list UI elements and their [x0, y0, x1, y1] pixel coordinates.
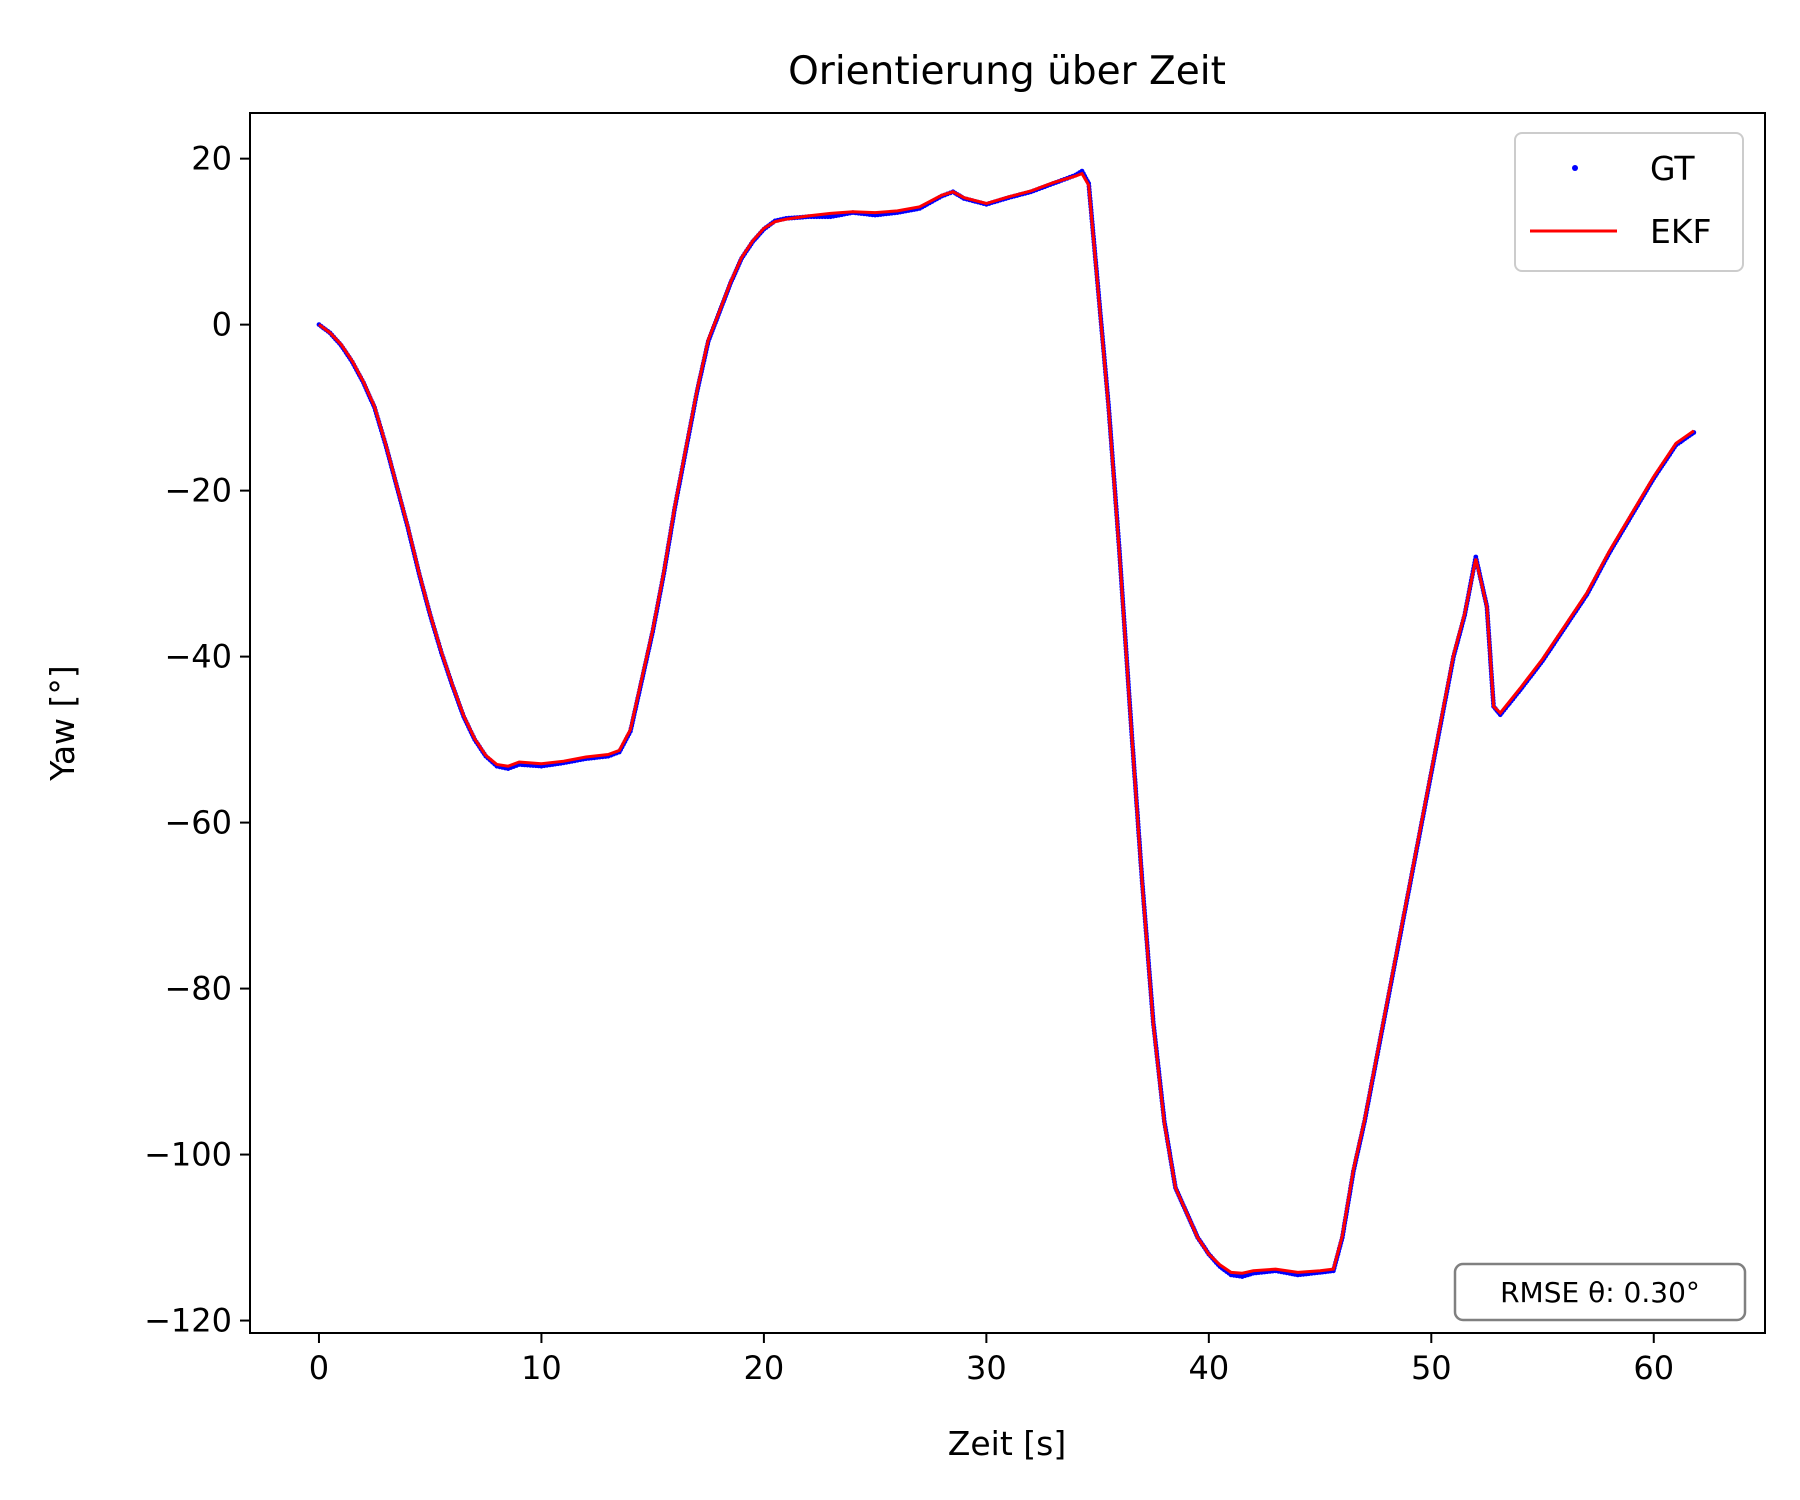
- y-tick-label: −80: [164, 970, 232, 1008]
- series-ekf: [318, 171, 1695, 1275]
- rmse-text: RMSE θ: 0.30°: [1500, 1276, 1700, 1309]
- y-axis-label: Yaw [°]: [43, 665, 82, 782]
- x-tick-label: 10: [521, 1349, 562, 1387]
- x-axis-label: Zeit [s]: [948, 1424, 1066, 1463]
- plot-frame: [249, 112, 1766, 1334]
- legend: GT EKF: [1514, 132, 1744, 272]
- legend-gt-label: GT: [1650, 149, 1695, 188]
- legend-gt-marker: [1572, 165, 1578, 171]
- x-tick-label: 60: [1633, 1349, 1674, 1387]
- x-tick-label: 20: [744, 1349, 785, 1387]
- legend-box: [1514, 132, 1744, 272]
- x-tick-label: 40: [1188, 1349, 1229, 1387]
- x-tick-label: 0: [309, 1349, 329, 1387]
- y-tick-label: −20: [164, 472, 232, 510]
- chart-title: Orientierung über Zeit: [788, 49, 1226, 94]
- series-ekf-line: [318, 171, 1695, 1275]
- y-tick-label: −60: [164, 804, 232, 842]
- y-tick-label: −120: [144, 1302, 232, 1340]
- x-axis: 0 10 20 30 40 50 60: [309, 1333, 1674, 1387]
- y-tick-label: 20: [191, 140, 232, 178]
- y-tick-label: −40: [164, 638, 232, 676]
- plot-area: [250, 113, 1765, 1333]
- rmse-annotation: RMSE θ: 0.30°: [1453, 1262, 1747, 1322]
- x-tick-label: 30: [966, 1349, 1007, 1387]
- y-axis: 20 0 −20 −40 −60 −80 −100 −120: [144, 140, 250, 1340]
- x-tick-label: 50: [1411, 1349, 1452, 1387]
- y-tick-label: 0: [212, 306, 232, 344]
- legend-ekf-label: EKF: [1650, 212, 1711, 251]
- rmse-box: [1453, 1262, 1747, 1322]
- y-tick-label: −100: [144, 1136, 232, 1174]
